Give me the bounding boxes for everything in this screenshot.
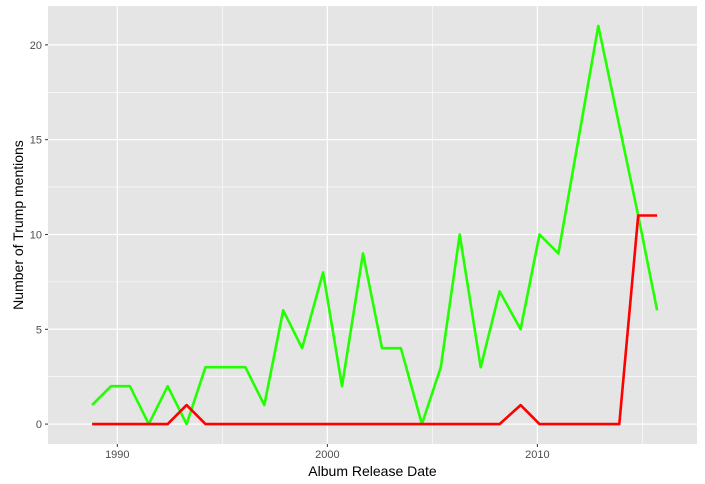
series-layer [91,24,659,426]
minor-gridlines [48,6,697,444]
x-tick-label: 1990 [105,449,129,461]
series-line-2 [92,214,658,426]
y-axis-title: Number of Trump mentions [10,140,26,310]
y-tick-label: 10 [30,229,42,241]
x-axis-title: Album Release Date [308,463,437,479]
x-tick-label: 2010 [525,449,549,461]
y-tick-label: 0 [36,419,42,431]
series-line-1 [91,24,659,426]
y-tick-label: 20 [30,40,42,52]
x-axis: 1990 2000 2010 [105,444,550,461]
y-tick-label: 15 [30,135,42,147]
y-tick-label: 5 [36,324,42,336]
plot-panel [48,6,697,444]
x-tick-label: 2000 [315,449,339,461]
y-axis: 0 5 10 15 20 [30,40,48,431]
